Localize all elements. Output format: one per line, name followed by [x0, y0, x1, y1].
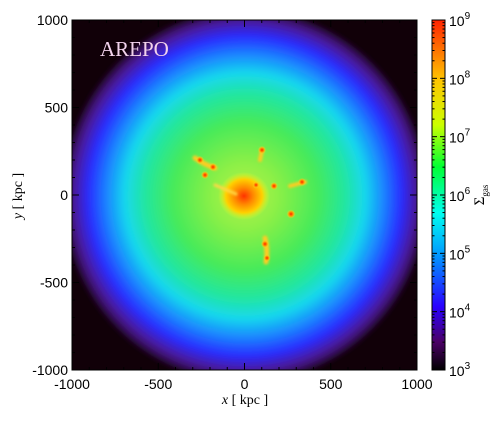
- x-tick-label: -500: [144, 376, 172, 392]
- y-axis-label-var: y: [11, 212, 26, 221]
- y-tick-label: 500: [45, 100, 69, 116]
- colorbar-label: Σgas: [472, 184, 490, 205]
- satellite-clump: [196, 156, 204, 164]
- colorbar: 103 104 105 106 107 108 109 Σgas: [431, 11, 490, 379]
- colorbar-tick-label: 109: [449, 11, 471, 29]
- y-tick-label: 0: [60, 187, 68, 203]
- satellite-clump: [258, 146, 266, 154]
- y-tick-label: -1000: [32, 362, 68, 378]
- satellite-clump: [201, 171, 209, 179]
- x-tick-label: 500: [319, 376, 343, 392]
- central-core: [218, 172, 270, 220]
- colorbar-ticks: [432, 19, 445, 371]
- x-tick-labels: -1000 -500 0 500 1000: [54, 376, 433, 392]
- density-map: [71, 19, 418, 371]
- colorbar-tick-labels: 103 104 105 106 107 108 109: [449, 11, 471, 379]
- satellite-clump: [270, 182, 278, 190]
- colorbar-tick-label: 104: [449, 303, 471, 321]
- satellite-clump: [286, 209, 296, 219]
- colorbar-tick-label: 105: [449, 244, 471, 262]
- satellite-clump: [263, 254, 271, 262]
- y-axis-label-unit: [ kpc ]: [11, 173, 26, 213]
- y-tick-label: -500: [40, 275, 68, 291]
- colorbar-tick-label: 108: [449, 69, 471, 87]
- x-tick-label: 1000: [401, 376, 432, 392]
- colorbar-label-symbol: Σ: [472, 197, 488, 206]
- satellite-clump: [298, 178, 306, 186]
- satellite-clump: [252, 181, 260, 189]
- satellite-clump: [209, 163, 217, 171]
- satellite-clumps: [196, 146, 306, 262]
- x-tick-label: -1000: [54, 376, 90, 392]
- satellite-clump: [261, 240, 269, 248]
- y-axis-label: y [ kpc ]: [11, 173, 26, 221]
- colorbar-tick-label: 107: [449, 128, 471, 146]
- y-tick-labels: -1000 -500 0 500 1000: [32, 12, 68, 378]
- map-ticks: [71, 19, 418, 371]
- colorbar-tick-label: 103: [449, 361, 471, 379]
- x-axis-label: x [ kpc ]: [221, 393, 268, 408]
- panel-label: AREPO: [100, 37, 169, 61]
- colorbar-label-subscript: gas: [480, 184, 490, 196]
- colorbar-tick-label: 106: [449, 186, 471, 204]
- x-tick-label: 0: [241, 376, 249, 392]
- x-axis-label-var: x: [221, 393, 229, 408]
- x-axis-label-unit: [ kpc ]: [228, 393, 268, 408]
- y-tick-label: 1000: [37, 12, 68, 28]
